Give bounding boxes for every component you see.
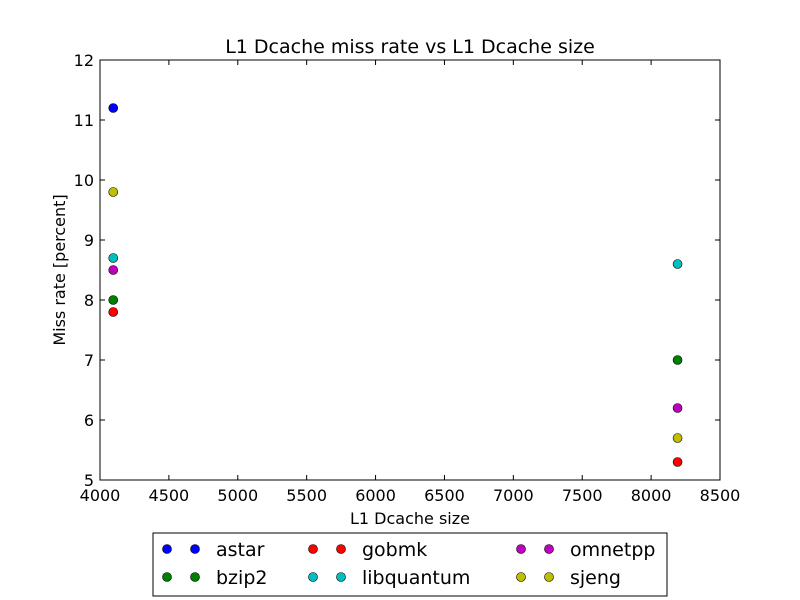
data-point-sjeng <box>672 433 683 443</box>
x-tick-label: 6000 <box>355 486 396 505</box>
data-point-sjeng <box>108 187 119 197</box>
x-axis-label: L1 Dcache size <box>350 509 470 528</box>
y-tick-label: 6 <box>84 411 94 430</box>
legend-marker-omnetpp <box>516 544 526 554</box>
legend-marker-sjeng <box>516 572 526 582</box>
y-tick-label: 8 <box>84 291 94 310</box>
legend-marker-bzip2 <box>190 572 200 582</box>
data-point-libquantum <box>108 253 119 263</box>
plot-frame <box>99 59 721 481</box>
legend-marker-omnetpp <box>544 544 554 554</box>
legend-label-omnetpp: omnetpp <box>570 539 655 561</box>
x-tick-label: 6500 <box>424 486 465 505</box>
x-tick-label: 7000 <box>493 486 534 505</box>
data-point-bzip2 <box>108 295 119 305</box>
data-point-bzip2 <box>672 355 683 365</box>
data-point-gobmk <box>108 307 119 317</box>
legend-marker-libquantum <box>336 572 346 582</box>
plot-area: 4000 4500 5000 5500 6000 6500 7000 7500 8000 8500… <box>74 51 741 505</box>
x-tick-label: 5000 <box>217 486 258 505</box>
data-point-libquantum <box>672 259 683 269</box>
y-tick-label: 10 <box>74 171 94 190</box>
legend-label-libquantum: libquantum <box>362 567 470 589</box>
x-tick-label: 7500 <box>562 486 603 505</box>
legend-marker-libquantum <box>308 572 318 582</box>
y-tick-label: 11 <box>74 111 94 130</box>
legend-box <box>152 532 668 597</box>
legend-label-astar: astar <box>216 539 265 561</box>
x-tick-label: 8000 <box>631 486 672 505</box>
legend-marker-bzip2 <box>162 572 172 582</box>
legend-marker-sjeng <box>544 572 554 582</box>
y-tick-label: 12 <box>74 51 94 70</box>
legend-label-sjeng: sjeng <box>570 567 621 589</box>
x-tick-label: 4000 <box>80 486 121 505</box>
y-tick-label: 5 <box>84 471 94 490</box>
legend-marker-astar <box>162 544 172 554</box>
legend-label-gobmk: gobmk <box>362 539 427 561</box>
data-point-astar <box>108 103 119 113</box>
legend-marker-gobmk <box>336 544 346 554</box>
y-tick-label: 7 <box>84 351 94 370</box>
y-axis-label: Miss rate [percent] <box>50 194 69 345</box>
x-tick-label: 8500 <box>700 486 741 505</box>
legend: astar bzip2 gobmk libquantum omnetpp sjeng <box>152 532 668 597</box>
legend-marker-astar <box>190 544 200 554</box>
data-point-gobmk <box>672 457 683 467</box>
legend-label-bzip2: bzip2 <box>216 567 267 589</box>
x-tick-label: 5500 <box>286 486 327 505</box>
x-tick-label: 4500 <box>149 486 190 505</box>
data-point-omnetpp <box>108 265 119 275</box>
data-point-omnetpp <box>672 403 683 413</box>
chart-title: L1 Dcache miss rate vs L1 Dcache size <box>225 36 595 58</box>
legend-marker-gobmk <box>308 544 318 554</box>
y-tick-label: 9 <box>84 231 94 250</box>
